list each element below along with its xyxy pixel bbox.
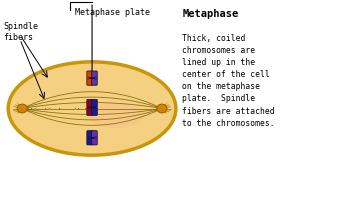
FancyBboxPatch shape: [87, 71, 92, 85]
FancyBboxPatch shape: [92, 99, 97, 115]
Ellipse shape: [17, 104, 27, 113]
Ellipse shape: [8, 62, 176, 155]
FancyBboxPatch shape: [92, 131, 97, 145]
Ellipse shape: [157, 104, 167, 113]
Text: Metaphase: Metaphase: [182, 9, 239, 19]
FancyBboxPatch shape: [87, 99, 92, 115]
Ellipse shape: [89, 77, 95, 79]
Ellipse shape: [89, 107, 95, 108]
FancyBboxPatch shape: [92, 71, 97, 85]
Text: Spindle
fibers: Spindle fibers: [4, 22, 39, 42]
Text: Thick, coiled
chromosomes are
lined up in the
center of the cell
on the metaphas: Thick, coiled chromosomes are lined up i…: [182, 34, 275, 128]
Ellipse shape: [89, 137, 95, 139]
FancyBboxPatch shape: [87, 131, 92, 145]
Text: Metaphase plate: Metaphase plate: [75, 8, 150, 16]
Ellipse shape: [88, 103, 143, 128]
